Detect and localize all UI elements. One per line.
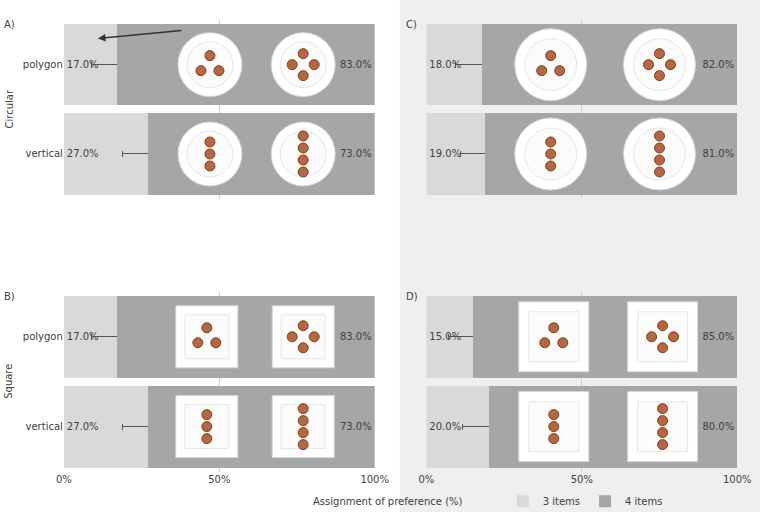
svg-text:20.0%: 20.0% bbox=[429, 421, 461, 432]
svg-text:27.0%: 27.0% bbox=[67, 421, 99, 432]
svg-text:Circular: Circular bbox=[4, 89, 15, 128]
svg-text:73.0%: 73.0% bbox=[340, 421, 372, 432]
svg-text:27.0%: 27.0% bbox=[67, 148, 99, 159]
svg-text:83.0%: 83.0% bbox=[340, 331, 372, 342]
svg-text:73.0%: 73.0% bbox=[340, 148, 372, 159]
svg-text:vertical: vertical bbox=[26, 148, 63, 159]
svg-text:85.0%: 85.0% bbox=[702, 331, 734, 342]
svg-text:80.0%: 80.0% bbox=[702, 421, 734, 432]
svg-text:82.0%: 82.0% bbox=[702, 59, 734, 70]
svg-text:81.0%: 81.0% bbox=[702, 148, 734, 159]
svg-text:vertical: vertical bbox=[26, 421, 63, 432]
svg-text:polygon: polygon bbox=[23, 331, 63, 342]
svg-text:0%: 0% bbox=[56, 474, 72, 485]
svg-text:17.0%: 17.0% bbox=[67, 331, 99, 342]
svg-text:3 items: 3 items bbox=[543, 496, 580, 507]
svg-text:50%: 50% bbox=[571, 474, 593, 485]
svg-text:18.0%: 18.0% bbox=[429, 59, 461, 70]
svg-text:100%: 100% bbox=[723, 474, 752, 485]
svg-text:Assignment of preference (%): Assignment of preference (%) bbox=[313, 496, 463, 507]
svg-text:D): D) bbox=[406, 291, 418, 302]
svg-text:17.0%: 17.0% bbox=[67, 59, 99, 70]
svg-text:4 items: 4 items bbox=[625, 496, 662, 507]
svg-text:Square: Square bbox=[3, 364, 14, 399]
svg-text:B): B) bbox=[4, 291, 15, 302]
svg-text:C): C) bbox=[406, 19, 417, 30]
svg-text:0%: 0% bbox=[418, 474, 434, 485]
svg-text:19.0%: 19.0% bbox=[429, 148, 461, 159]
svg-text:83.0%: 83.0% bbox=[340, 59, 372, 70]
svg-text:50%: 50% bbox=[208, 474, 230, 485]
svg-text:100%: 100% bbox=[360, 474, 389, 485]
svg-text:A): A) bbox=[4, 19, 15, 30]
svg-text:15.0%: 15.0% bbox=[429, 331, 461, 342]
svg-text:polygon: polygon bbox=[23, 59, 63, 70]
